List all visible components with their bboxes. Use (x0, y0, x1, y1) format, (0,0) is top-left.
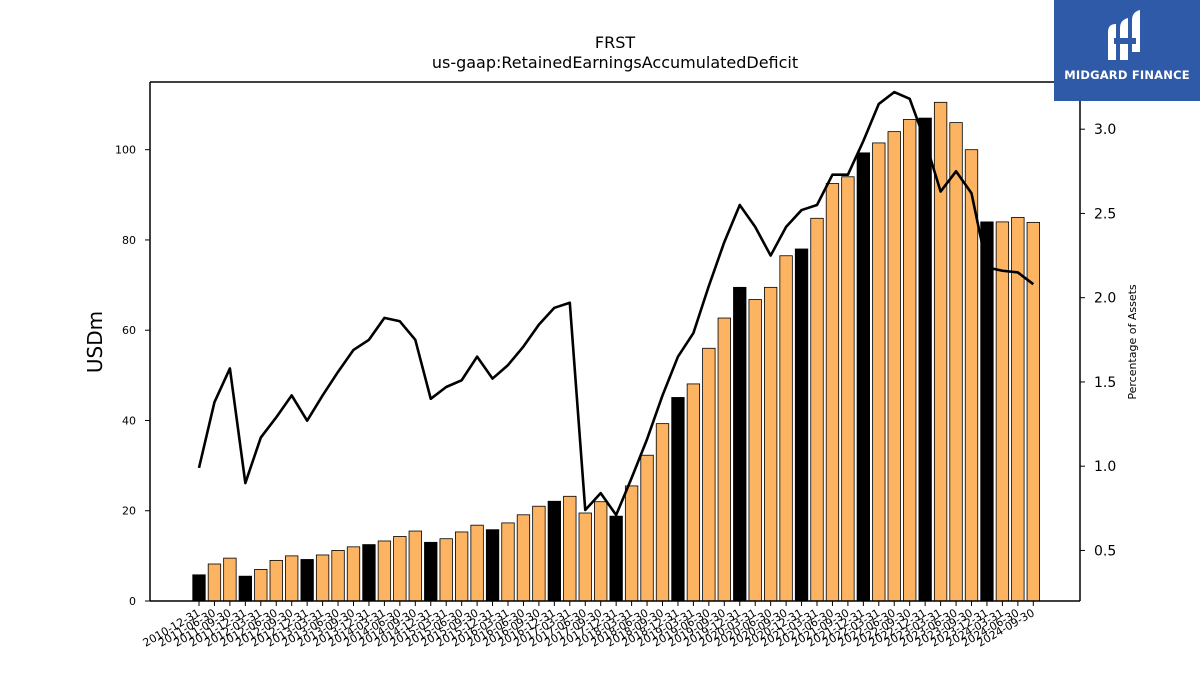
bar (748, 299, 762, 602)
bar (903, 119, 917, 602)
y2-tick-label: 1.0 (1094, 459, 1116, 475)
bar (655, 423, 670, 602)
percentage-line (197, 90, 1035, 517)
bar (300, 559, 314, 602)
y2-axis-label: Percentage of Assets (1126, 284, 1139, 400)
y-tick-label: 40 (122, 414, 136, 427)
bar (269, 559, 283, 602)
bar (856, 152, 870, 602)
bar (810, 217, 824, 602)
bar (501, 522, 515, 602)
bar (733, 286, 747, 602)
bar (578, 512, 592, 602)
y2-tick-label: 0.5 (1094, 543, 1116, 559)
bar (825, 183, 840, 602)
bar (794, 248, 809, 602)
bar (393, 536, 407, 602)
bar (315, 554, 330, 602)
bar (207, 563, 222, 602)
bar (980, 221, 994, 602)
bar (640, 454, 654, 602)
bar (377, 540, 392, 602)
bar (192, 574, 206, 602)
bar (717, 317, 731, 602)
bar (346, 546, 361, 602)
x-ticks: 2010-12-312011-06-302011-09-302011-12-31… (141, 601, 1037, 650)
y2-ticks: 0.5 1.0 1.5 2.0 2.5 3.0 (1080, 122, 1116, 559)
bar (1026, 221, 1040, 602)
bar (238, 575, 253, 602)
series-line (197, 90, 1035, 517)
bars (192, 101, 1040, 602)
bar (563, 495, 577, 602)
y-tick-label: 80 (122, 234, 136, 247)
bar (702, 347, 716, 602)
bar (918, 117, 932, 602)
logo-text: MIDGARD FINANCE (1064, 68, 1190, 82)
y2-tick-label: 2.5 (1094, 206, 1116, 222)
bar (439, 538, 453, 602)
y2-tick-label: 2.0 (1094, 291, 1116, 307)
bar (841, 176, 855, 602)
y2-tick-label: 1.5 (1094, 375, 1116, 391)
logo: MIDGARD FINANCE (1054, 0, 1200, 101)
y-tick-label: 60 (122, 324, 136, 337)
bar (949, 122, 963, 602)
bar (764, 286, 778, 602)
bar (532, 505, 546, 602)
y-ticks: 0 20 40 60 80 100 (115, 144, 150, 608)
bar (779, 255, 793, 602)
bar (887, 131, 901, 602)
bar (609, 515, 623, 602)
bar (254, 569, 268, 602)
y-tick-label: 100 (115, 144, 136, 157)
bar (485, 529, 500, 602)
bar (424, 541, 438, 602)
bar (547, 500, 561, 602)
logo-mark-icon (1108, 10, 1140, 60)
bar (362, 544, 376, 602)
y-tick-label: 20 (122, 505, 136, 518)
bar (331, 550, 345, 602)
bar (470, 524, 484, 602)
y2-tick-label: 3.0 (1094, 122, 1116, 138)
bar (671, 397, 685, 602)
y-tick-label: 0 (129, 595, 136, 608)
bar (285, 555, 299, 602)
bar (686, 383, 701, 602)
bar (624, 485, 639, 602)
y-axis-label: USDm (83, 311, 107, 373)
bar (516, 514, 531, 602)
chart-subtitle: us-gaap:RetainedEarningsAccumulatedDefic… (432, 53, 798, 72)
bar (872, 142, 886, 602)
chart-title: FRST (595, 33, 635, 52)
bar (408, 530, 422, 602)
bar (454, 531, 469, 602)
bar (995, 221, 1010, 602)
bar (594, 501, 608, 602)
bar (223, 557, 237, 602)
